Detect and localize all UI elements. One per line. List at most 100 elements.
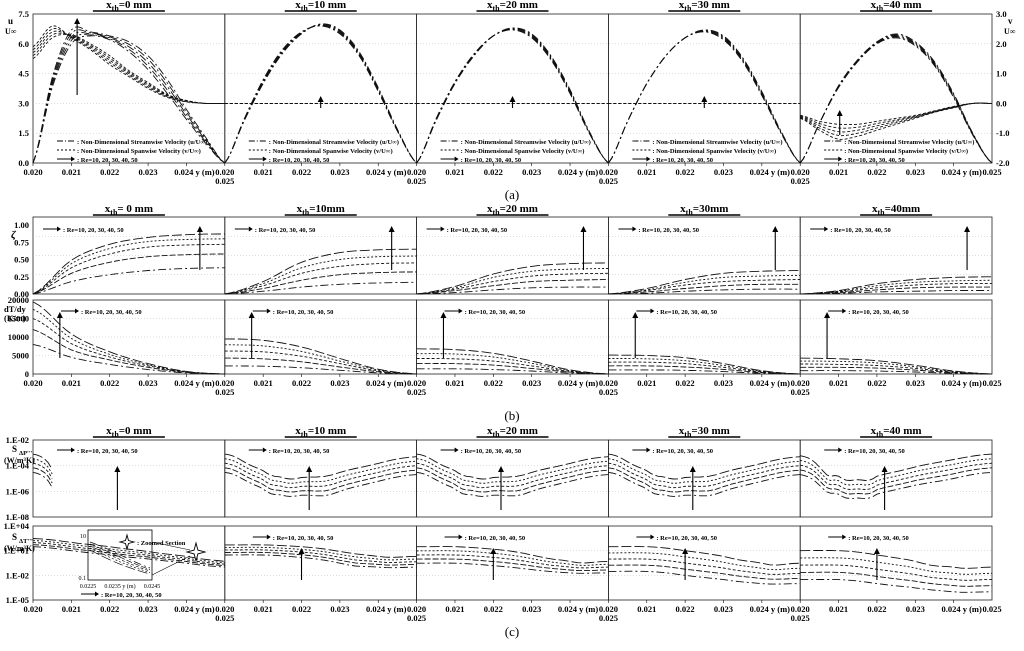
legend-label: : Re=10, 20, 30, 40, 50 (447, 227, 508, 234)
x-tick-label: 0.025 (791, 176, 810, 186)
y-axis-label: dT/dy (4, 304, 26, 314)
legend-label: : Non-Dimensional Streamwise Velocity (u… (77, 139, 207, 146)
x-tick-label: 0.025 (599, 176, 618, 186)
gradient-curve (224, 338, 417, 375)
y-tick-label: 0 (25, 369, 29, 379)
legend-label: : Re=10, 20, 30, 40, 50 (273, 535, 334, 542)
x-tick-label: 0.023 (522, 378, 541, 388)
y-tick-label: 1.E-06 (6, 486, 29, 496)
legend-label: : Re=10, 20, 30, 40, 50 (269, 448, 330, 455)
legend-arrow-symbol (262, 156, 267, 162)
x-tick-label: 0.025 (407, 613, 426, 623)
gradient-curve (800, 366, 993, 375)
zeta-curve (416, 268, 609, 295)
entropy-dt-curve (416, 562, 609, 574)
legend-label: : Re=10, 20, 30, 40, 50 (652, 448, 713, 455)
x-tick-label: 0.020 (23, 167, 42, 177)
y-tick-label: 1.E+04 (4, 521, 30, 531)
x-tick-label: 0.021 (254, 604, 273, 614)
legend-label: : Re=10, 20, 30, 40, 50 (656, 535, 717, 542)
legend-arrow-symbol (646, 156, 651, 162)
legend-label: : Re=10, 20, 30, 40, 50 (255, 227, 316, 234)
zeta-curve (800, 279, 993, 295)
v-curve (800, 102, 992, 137)
legend-arrow-symbol (650, 308, 655, 314)
legend-arrow-symbol (646, 447, 651, 453)
x-tick-label: 0.023 (714, 378, 733, 388)
legend-label: : Re=10, 20, 30, 40, 50 (101, 592, 162, 599)
gradient-curve (416, 368, 609, 375)
v-curve (32, 25, 225, 104)
panel-title: xth=30 mm (679, 425, 730, 439)
x-tick-label: 0.020 (599, 378, 618, 388)
entropy-dp-curve (224, 462, 417, 489)
caption-a: (a) (505, 187, 519, 202)
legend-label: : Non-Dimensional Streamwise Velocity (u… (844, 139, 974, 146)
x-tick-label: 0.022 (867, 604, 886, 614)
legend-label: : Re=10, 20, 30, 40, 50 (461, 448, 522, 455)
legend-arrow-symbol (248, 226, 253, 232)
inset-tick-label: 0.0225 (80, 584, 97, 590)
x-tick-label: 0.021 (637, 167, 656, 177)
u-curve (416, 27, 609, 164)
y-tick-label: 0.75 (14, 237, 29, 247)
entropy-dt-curve (800, 557, 993, 575)
legend-label: : Re=10, 20, 30, 40, 50 (465, 309, 526, 316)
zeta-curve (32, 267, 225, 295)
trend-arrow-head (580, 226, 587, 232)
inset-tick-label: 0.1 (79, 576, 87, 582)
entropy-dt-curve (800, 564, 993, 581)
u-curve (608, 29, 801, 164)
panel-title: xth=0 mm (106, 0, 151, 13)
legend-arrow-symbol (824, 226, 829, 232)
trend-arrow-head (497, 466, 504, 472)
x-tick-label: 0.023 (714, 167, 733, 177)
legend-arrow-symbol (842, 534, 847, 540)
zeta-curve (800, 286, 992, 295)
entropy-dp-curve (416, 467, 609, 493)
zeta-curve (608, 283, 801, 295)
x-tick-label: 0.024 y (m) (750, 604, 791, 614)
trend-arrow-head (490, 548, 497, 554)
x-tick-label: 0.023 (906, 378, 925, 388)
entropy-dt-curve (608, 552, 801, 571)
zeta-curve (32, 243, 225, 295)
zeta-curve (32, 253, 225, 295)
inset-connector (151, 555, 191, 576)
legend-label: : Re=10, 20, 30, 40, 50 (830, 227, 891, 234)
x-tick-label: 0.021 (62, 604, 81, 614)
legend-arrow-symbol (71, 447, 75, 453)
legend-arrow-symbol (838, 447, 843, 453)
entropy-dp-curve (800, 453, 993, 481)
x-tick-label: 0.023 (714, 604, 733, 614)
entropy-dt-curve (32, 542, 225, 565)
v-curve (32, 32, 225, 105)
y-axis-label: U∞ (5, 27, 17, 36)
x-tick-label: 0.020 (407, 604, 426, 614)
legend-label: : Non-Dimensional Streamwise Velocity (u… (461, 139, 591, 146)
legend-label: : Non-Dimensional Spanwise Velocity (v/U… (461, 148, 585, 155)
gradient-curve (416, 358, 609, 375)
y-tick-label: 2.0 (996, 39, 1007, 49)
x-tick-label: 0.025 (215, 387, 234, 397)
trend-arrow-head (317, 96, 324, 102)
x-tick-label: 0.024 y (m) (174, 378, 215, 388)
entropy-dp-curve (416, 471, 609, 497)
y-tick-label: 3.0 (996, 9, 1007, 19)
zeta-curve (800, 283, 992, 295)
y-tick-label: 6.0 (18, 39, 29, 49)
x-tick-label: 0.022 (676, 378, 695, 388)
entropy-dt-curve (224, 546, 417, 561)
x-tick-label: 0.023 (139, 378, 158, 388)
y-tick-label: 15000 (8, 314, 29, 324)
u-curve (32, 34, 226, 164)
u-curve (32, 31, 226, 164)
y-tick-label: 3.0 (18, 98, 29, 108)
y-tick-label: 10000 (8, 332, 29, 342)
legend-label: : Re=10, 20, 30, 40, 50 (269, 157, 330, 164)
panel-title: xth=40mm (872, 203, 920, 217)
y-axis-label: ΔT''' (19, 538, 33, 545)
entropy-dt-curve (608, 546, 801, 566)
y-tick-label: 1.E+01 (4, 546, 29, 556)
trend-arrow-head (248, 312, 255, 318)
